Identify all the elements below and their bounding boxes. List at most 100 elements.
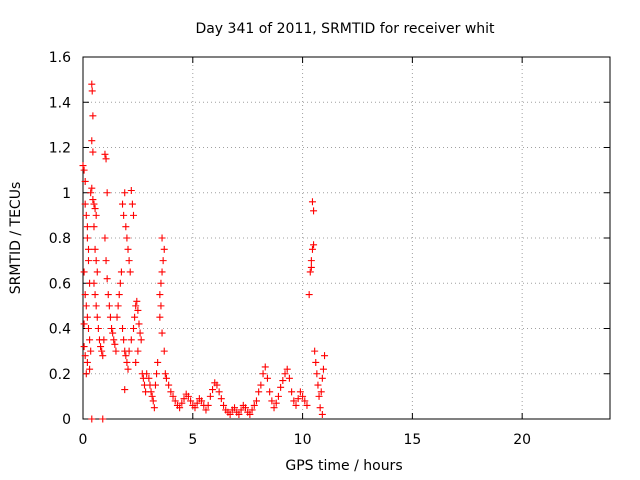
data-point [132, 302, 140, 310]
data-point [87, 347, 95, 355]
data-point [237, 406, 245, 414]
data-point [301, 397, 309, 405]
data-point [226, 410, 234, 418]
data-point [91, 205, 99, 213]
data-point [86, 365, 94, 373]
y-tick-label: 1 [62, 186, 71, 202]
chart-title: Day 341 of 2011, SRMTID for receiver whi… [195, 21, 495, 37]
data-point [102, 257, 110, 265]
data-point [147, 388, 155, 396]
data-point [115, 291, 123, 299]
data-point [290, 397, 298, 405]
data-point [157, 302, 165, 310]
data-point [252, 397, 260, 405]
points [79, 80, 329, 423]
data-point [131, 313, 139, 321]
data-point [80, 268, 88, 276]
data-point [83, 234, 91, 242]
data-point [145, 374, 153, 382]
data-point [313, 370, 321, 378]
data-point [156, 291, 164, 299]
data-point [259, 370, 267, 378]
data-point [277, 383, 285, 391]
data-point [86, 336, 94, 344]
data-point [158, 268, 166, 276]
data-point [91, 291, 99, 299]
y-tick-label: 0.4 [49, 322, 71, 338]
data-point [178, 399, 186, 407]
data-point [318, 410, 326, 418]
data-point [80, 166, 88, 174]
data-point [87, 189, 95, 197]
data-point [310, 241, 318, 249]
data-point [82, 211, 90, 219]
data-point [160, 347, 168, 355]
data-point [124, 245, 132, 253]
data-point [79, 162, 87, 170]
y-tick-label: 0.8 [49, 231, 71, 247]
data-point [88, 184, 96, 192]
data-point [213, 381, 221, 389]
data-point [122, 352, 130, 360]
data-point [318, 374, 326, 382]
data-point [81, 291, 89, 299]
data-point [92, 211, 100, 219]
data-point [209, 386, 217, 394]
data-point [143, 370, 151, 378]
data-point [162, 374, 170, 382]
grid [83, 57, 610, 419]
data-point [92, 257, 100, 265]
x-axis-label: GPS time / hours [285, 458, 402, 474]
data-point [98, 347, 106, 355]
data-point [88, 87, 96, 95]
data-point [123, 234, 131, 242]
data-point [215, 388, 223, 396]
data-point [316, 404, 324, 412]
data-point [113, 313, 121, 321]
data-point [268, 397, 276, 405]
data-point [255, 388, 263, 396]
data-point [217, 395, 225, 403]
data-point [116, 279, 124, 287]
data-point [154, 358, 162, 366]
data-point [104, 291, 112, 299]
data-point [198, 397, 206, 405]
x-tick-label: 15 [403, 432, 421, 448]
ticks: 0 0.2 0.4 0.6 0.8 1 1.2 1.4 1.6 0 5 10 15 20 [49, 50, 610, 448]
data-point [93, 268, 101, 276]
y-tick-label: 0.6 [49, 276, 71, 292]
data-point [88, 80, 96, 88]
data-point [82, 302, 90, 310]
data-point [296, 388, 304, 396]
data-point [202, 406, 210, 414]
data-point [176, 404, 184, 412]
data-point [285, 374, 293, 382]
data-point [112, 347, 120, 355]
data-point [121, 189, 129, 197]
data-point [292, 401, 300, 409]
data-point [100, 336, 108, 344]
y-tick-label: 1.6 [49, 50, 71, 66]
data-point [305, 291, 313, 299]
data-point [134, 347, 142, 355]
data-point [108, 325, 116, 332]
data-point [187, 397, 195, 405]
data-point [150, 404, 158, 412]
data-point [124, 365, 132, 373]
data-point [158, 329, 166, 337]
data-point [99, 352, 107, 360]
data-point [263, 374, 271, 382]
data-point [281, 370, 289, 378]
data-point [135, 320, 143, 328]
data-point [246, 410, 254, 418]
data-point [120, 336, 128, 344]
data-point [94, 325, 102, 332]
data-point [169, 392, 177, 400]
data-point [99, 415, 107, 423]
data-point [308, 245, 316, 253]
data-point [133, 297, 141, 305]
data-point [136, 329, 144, 337]
data-point [130, 325, 138, 332]
data-point [89, 112, 97, 120]
data-point [110, 336, 118, 344]
